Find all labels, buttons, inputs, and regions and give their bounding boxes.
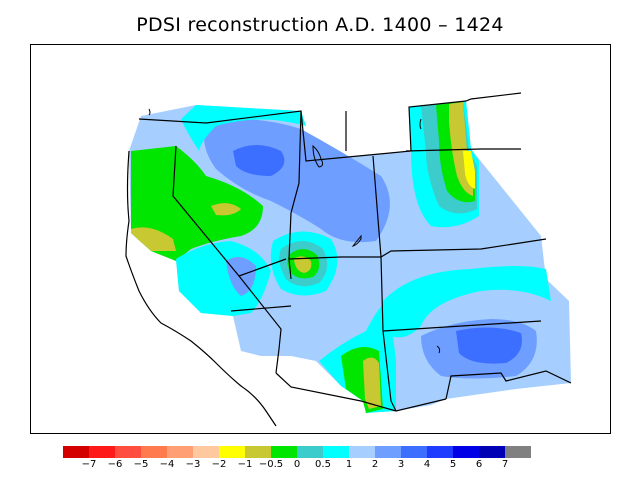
blue-southeast bbox=[456, 327, 522, 364]
legend-tick-label: 2 bbox=[371, 459, 379, 470]
legend-tick-label: 0 bbox=[293, 459, 301, 470]
legend-swatch bbox=[401, 446, 427, 458]
color-legend bbox=[63, 446, 531, 458]
legend-tick-label: 3 bbox=[397, 459, 405, 470]
yellow-northeast bbox=[463, 151, 475, 189]
blue-core bbox=[233, 145, 285, 176]
legend-tick-labels: −7 −6 −5 −4 −3 −2 −1 −0.5 0 0.5 1 2 3 4 5 6 7 bbox=[63, 459, 583, 473]
cyan-top bbox=[181, 105, 306, 151]
olive-patch bbox=[211, 203, 241, 216]
legend-swatch bbox=[193, 446, 219, 458]
legend-tick-label: 5 bbox=[449, 459, 457, 470]
olive-central bbox=[294, 256, 312, 273]
olive-south bbox=[363, 357, 381, 409]
green-west bbox=[131, 146, 263, 261]
legend-swatch bbox=[505, 446, 531, 458]
legend-swatch bbox=[375, 446, 401, 458]
legend-tick-label: 6 bbox=[475, 459, 483, 470]
legend-tick-label: −3 bbox=[185, 459, 201, 470]
lake-shapes bbox=[148, 108, 441, 354]
legend-tick-label: 0.5 bbox=[315, 459, 331, 470]
legend-swatch bbox=[427, 446, 453, 458]
legend-tick-label: −5 bbox=[133, 459, 149, 470]
pdsi-map bbox=[125, 92, 572, 427]
legend-swatch bbox=[63, 446, 89, 458]
legend-tick-label: −2 bbox=[211, 459, 227, 470]
map-panel bbox=[30, 44, 611, 434]
legend-swatch bbox=[115, 446, 141, 458]
legend-swatch bbox=[349, 446, 375, 458]
legend-swatch bbox=[479, 446, 505, 458]
legend-tick-label: 4 bbox=[423, 459, 431, 470]
legend-swatch bbox=[245, 446, 271, 458]
legend-swatch bbox=[167, 446, 193, 458]
legend-swatch bbox=[271, 446, 297, 458]
legend-tick-label: 7 bbox=[501, 459, 509, 470]
boundary-lines bbox=[125, 92, 572, 427]
legend-tick-label: −7 bbox=[81, 459, 97, 470]
olive-west bbox=[131, 227, 176, 251]
legend-swatch bbox=[219, 446, 245, 458]
legend-tick-label: −1 bbox=[237, 459, 253, 470]
legend-swatch bbox=[453, 446, 479, 458]
legend-tick-label: −6 bbox=[107, 459, 123, 470]
legend-tick-label: −0.5 bbox=[258, 459, 284, 470]
legend-swatch bbox=[89, 446, 115, 458]
legend-tick-label: 1 bbox=[345, 459, 353, 470]
legend-swatch bbox=[297, 446, 323, 458]
legend-tick-label: −4 bbox=[159, 459, 175, 470]
mid-blue-west bbox=[226, 257, 256, 296]
legend-swatch bbox=[323, 446, 349, 458]
map-title: PDSI reconstruction A.D. 1400 – 1424 bbox=[136, 14, 504, 36]
cyan-east bbox=[383, 266, 551, 338]
legend-swatch bbox=[141, 446, 167, 458]
